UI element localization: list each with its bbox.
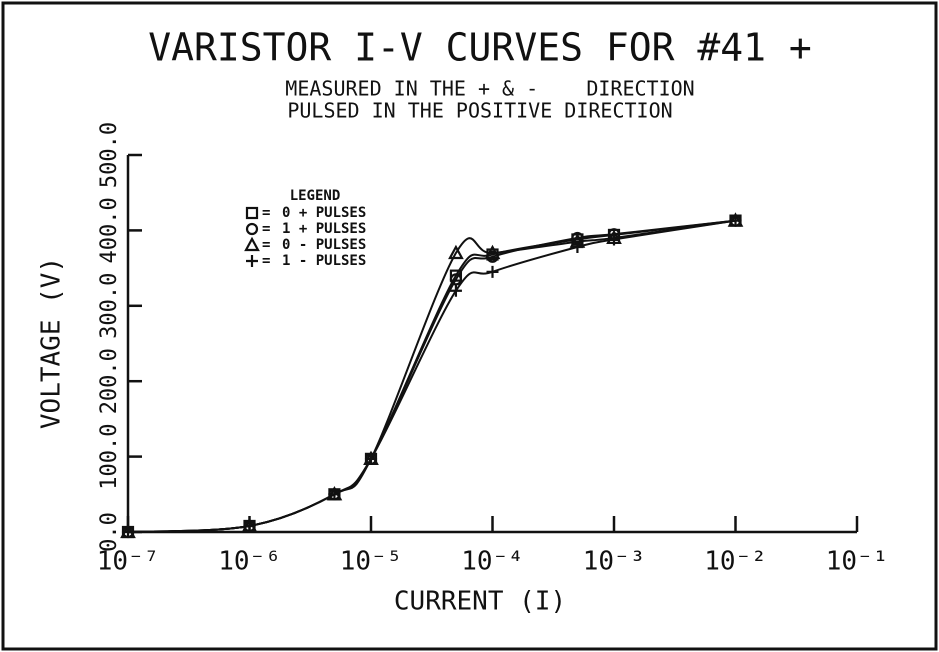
series: = 1 - PULSES [122, 214, 742, 538]
chart-title: VARISTOR I-V CURVES FOR #41 + [148, 26, 811, 70]
legend-title: LEGEND [290, 188, 341, 204]
x-tick-label: 10⁻⁷ [97, 547, 160, 577]
legend-symbol-eq: = [262, 221, 270, 237]
y-tick-label: 100.0 [97, 423, 122, 489]
curve [127, 219, 736, 533]
marker-plus [243, 519, 256, 532]
legend-symbol-eq: = [262, 237, 270, 253]
legend-marker [245, 222, 259, 236]
marker-plus [486, 265, 499, 278]
x-tick-label: 10⁻³ [583, 547, 646, 577]
legend-symbol-eq: = [262, 253, 270, 269]
marker-plus [328, 488, 341, 501]
y-axis-label: VOLTAGE (V) [37, 257, 67, 429]
y-tick-label: 0.0 [97, 512, 122, 552]
x-tick-label: 10⁻¹ [826, 547, 889, 577]
x-axis-label: CURRENT (I) [394, 587, 566, 617]
legend-marker [245, 206, 259, 220]
curve [127, 219, 736, 533]
y-tick-label: 400.0 [97, 197, 122, 263]
x-tick-label: 10⁻⁶ [218, 547, 281, 577]
curve [127, 219, 736, 533]
curve [127, 219, 736, 533]
marker-circle [449, 273, 463, 286]
marker-plus [608, 233, 620, 246]
series: = 0 - PULSES [120, 212, 744, 539]
legend-marker [244, 236, 260, 252]
marker-triangle [484, 244, 501, 260]
marker-plus [122, 526, 134, 538]
marker-plus [365, 452, 377, 465]
legend-label: 1 - PULSES [282, 253, 366, 269]
y-tick-label: 200.0 [97, 348, 122, 414]
marker-triangle [448, 244, 464, 260]
marker-plus [729, 214, 742, 227]
subtitle: MEASURED IN THE + & - DIRECTION [285, 77, 694, 101]
x-tick-label: 10⁻² [704, 547, 767, 577]
legend-label: 1 + PULSES [282, 221, 366, 237]
legend-label: 0 + PULSES [282, 205, 366, 221]
x-tick-label: 10⁻⁵ [340, 547, 403, 577]
series: = 1 + PULSES [121, 214, 742, 539]
y-tick-label: 500.0 [97, 122, 122, 188]
y-tick-label: 300.0 [97, 273, 122, 339]
legend-symbol-eq: = [262, 205, 270, 221]
legend-marker [246, 255, 258, 267]
marker-plus [449, 284, 462, 297]
subtitle: PULSED IN THE POSITIVE DIRECTION [287, 99, 672, 123]
series: = 0 + PULSES [121, 205, 742, 539]
x-tick-label: 10⁻⁴ [461, 547, 524, 577]
marker-plus [571, 240, 584, 253]
legend-label: 0 - PULSES [282, 237, 366, 253]
